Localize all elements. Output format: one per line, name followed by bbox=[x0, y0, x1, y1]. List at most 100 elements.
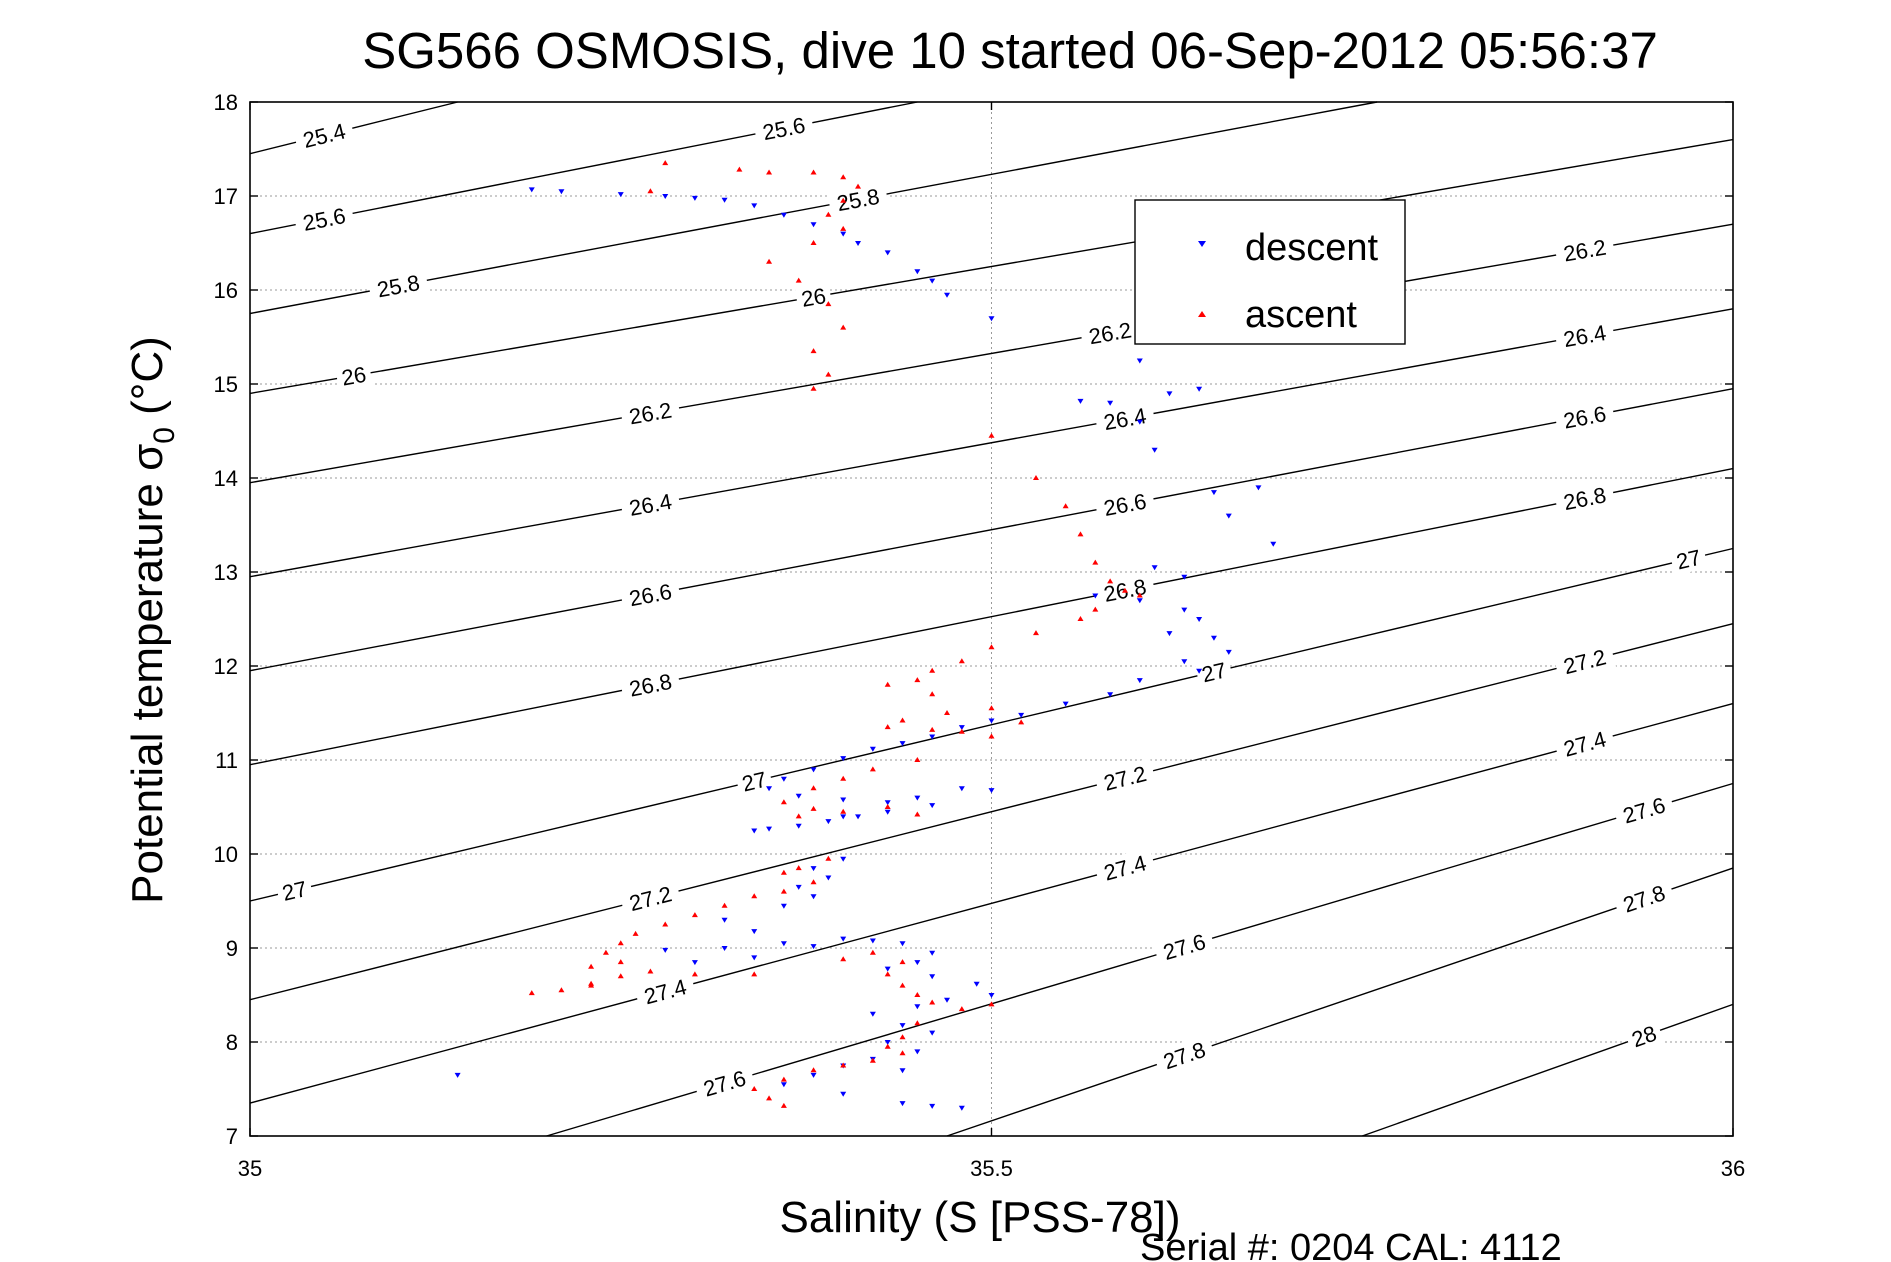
ascent-point bbox=[899, 1034, 906, 1040]
descent-point bbox=[840, 936, 847, 942]
contour-label-background bbox=[633, 971, 697, 1012]
descent-point bbox=[558, 189, 565, 195]
descent-point bbox=[810, 767, 817, 773]
ascent-point bbox=[1062, 503, 1069, 509]
ascent-point bbox=[588, 982, 595, 988]
contour-label-background bbox=[293, 200, 356, 238]
contour-label-background bbox=[1612, 876, 1676, 921]
descent-point bbox=[1270, 541, 1277, 547]
ascent-point bbox=[558, 987, 565, 993]
descent-point bbox=[840, 1091, 847, 1097]
descent-point bbox=[825, 819, 832, 825]
ascent-points bbox=[528, 160, 1143, 1108]
legend-ascent-label: ascent bbox=[1245, 294, 1357, 336]
ascent-point bbox=[662, 160, 669, 166]
contour-label-background bbox=[1152, 1033, 1216, 1077]
descent-point bbox=[1107, 400, 1114, 406]
descent-point bbox=[810, 866, 817, 872]
descent-point bbox=[914, 1004, 921, 1010]
y-axis-label: Potential temperature σ0 (°C) bbox=[123, 336, 181, 904]
descent-point bbox=[929, 734, 936, 740]
ascent-point bbox=[840, 225, 847, 231]
ascent-point bbox=[662, 921, 669, 927]
ascent-point bbox=[929, 667, 936, 673]
footer-serial: Serial #: 0204 CAL: 4112 bbox=[1140, 1227, 1562, 1262]
descent-point bbox=[780, 941, 787, 947]
contour-label-background bbox=[734, 764, 774, 798]
contour-label: 26 bbox=[340, 362, 368, 391]
descent-point bbox=[988, 993, 995, 998]
y-tick-label: 13 bbox=[214, 560, 238, 585]
descent-point bbox=[662, 947, 669, 953]
chart-title: SG566 OSMOSIS, dive 10 started 06-Sep-20… bbox=[362, 22, 1658, 79]
contour-label-background bbox=[1623, 1018, 1665, 1054]
descent-point bbox=[1210, 635, 1217, 641]
contour-line bbox=[1362, 1003, 1734, 1137]
ascent-point bbox=[1092, 559, 1099, 565]
descent-point bbox=[884, 1040, 891, 1045]
ascent-point bbox=[766, 169, 773, 175]
x-axis-ticks: 35 35.5 36 bbox=[238, 102, 1745, 1181]
ascent-point bbox=[988, 1001, 995, 1007]
descent-point bbox=[1181, 659, 1188, 665]
ascent-point bbox=[691, 971, 698, 977]
ascent-point bbox=[780, 799, 787, 805]
ascent-point bbox=[869, 766, 876, 772]
ascent-point bbox=[884, 804, 891, 809]
ascent-point bbox=[766, 1095, 773, 1101]
ascent-point bbox=[810, 785, 817, 791]
ascent-point bbox=[840, 1062, 847, 1068]
ascent-point bbox=[988, 644, 995, 650]
contour-label: 27 bbox=[740, 767, 770, 797]
ascent-point bbox=[1077, 531, 1084, 537]
ascent-point bbox=[884, 724, 891, 730]
ascent-point bbox=[810, 385, 817, 391]
ascent-point bbox=[1032, 475, 1039, 480]
descent-point bbox=[929, 803, 936, 809]
ascent-point bbox=[958, 658, 965, 664]
contour-label-background bbox=[693, 1062, 757, 1104]
legend-descent-marker bbox=[1198, 241, 1206, 247]
contour-label-background bbox=[1194, 655, 1234, 689]
descent-point bbox=[1136, 598, 1143, 604]
descent-point bbox=[780, 903, 787, 909]
contour-label-background bbox=[1093, 758, 1157, 798]
contour-label-background bbox=[752, 109, 815, 147]
descent-point bbox=[1166, 391, 1173, 397]
descent-point bbox=[1196, 386, 1203, 392]
descent-point bbox=[810, 894, 817, 900]
ascent-point bbox=[988, 432, 995, 438]
descent-point bbox=[899, 741, 906, 747]
contour-line bbox=[249, 308, 1734, 578]
descent-point bbox=[810, 1072, 817, 1078]
contour-label-background bbox=[1553, 398, 1616, 436]
ascent-point bbox=[780, 1076, 787, 1082]
descent-point bbox=[884, 800, 891, 806]
ascent-point bbox=[810, 348, 817, 354]
ascent-point bbox=[1136, 592, 1143, 598]
descent-point bbox=[944, 997, 951, 1003]
contour-label-background bbox=[1093, 847, 1157, 888]
ascent-point bbox=[914, 757, 921, 762]
descent-point bbox=[958, 725, 965, 731]
ascent-point bbox=[736, 166, 743, 172]
contour-label-background bbox=[619, 576, 682, 613]
ascent-point bbox=[588, 963, 595, 969]
y-tick-label: 15 bbox=[214, 372, 238, 397]
descent-point bbox=[1107, 692, 1114, 698]
ascent-point bbox=[958, 728, 965, 734]
descent-point bbox=[988, 788, 995, 794]
contour-label-background bbox=[1668, 542, 1709, 576]
ascent-point bbox=[751, 971, 758, 977]
descent-point bbox=[766, 826, 773, 832]
ascent-point bbox=[914, 811, 921, 817]
contour-label-background bbox=[794, 281, 833, 313]
ascent-point bbox=[528, 990, 535, 996]
ascent-point bbox=[721, 902, 728, 908]
ascent-point bbox=[810, 879, 817, 885]
descent-point bbox=[1166, 631, 1173, 637]
y-axis-label-main: Potential temperature σ bbox=[123, 444, 172, 904]
contour-label-background bbox=[1152, 925, 1216, 968]
contour-label-background bbox=[1079, 314, 1141, 351]
